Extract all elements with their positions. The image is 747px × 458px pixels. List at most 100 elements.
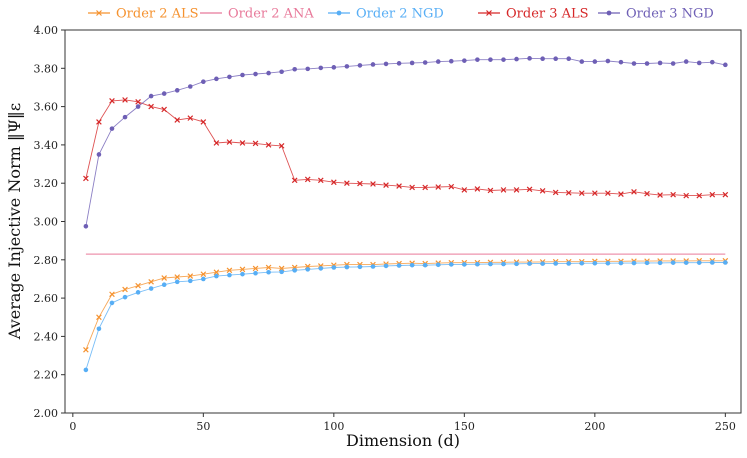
data-point (383, 182, 389, 188)
data-point (709, 260, 715, 265)
data-point (526, 186, 533, 193)
data-point (253, 270, 258, 276)
data-point (174, 274, 181, 280)
data-point (240, 72, 245, 78)
data-point (722, 191, 729, 198)
data-point (265, 264, 272, 271)
data-point (148, 103, 154, 110)
data-point (213, 269, 220, 276)
data-point (565, 189, 572, 196)
data-point (331, 65, 337, 70)
data-point (161, 91, 167, 96)
data-point (514, 261, 519, 267)
data-point (396, 263, 402, 268)
data-point (605, 260, 611, 266)
x-tick-label: 100 (323, 420, 344, 433)
legend-item: Order 3 ALS (478, 7, 589, 22)
data-point (200, 271, 207, 277)
data-point (657, 60, 663, 66)
data-point (370, 264, 376, 269)
data-point (488, 57, 493, 62)
data-point (566, 56, 572, 62)
data-point (670, 260, 676, 265)
data-point (96, 152, 102, 157)
data-point (83, 175, 89, 182)
data-point (344, 64, 350, 69)
data-point (357, 180, 363, 187)
legend: Order 2 ALS Order 2 ANA Order 2 NGD Order 3… (88, 7, 714, 22)
legend-label: Order 2 NGD (356, 7, 444, 22)
data-point (396, 183, 402, 189)
data-point (278, 143, 285, 149)
data-point (253, 71, 258, 77)
data-point (187, 273, 194, 279)
data-point (305, 267, 311, 272)
data-point (618, 260, 624, 266)
data-point (227, 272, 232, 278)
data-point (409, 60, 415, 66)
data-point (683, 260, 689, 265)
data-point (709, 59, 715, 65)
data-point (344, 264, 350, 270)
data-point (422, 262, 428, 268)
data-point (291, 177, 298, 184)
legend-item: Order 3 NGD (598, 7, 714, 22)
data-point (579, 59, 585, 64)
data-point (501, 57, 506, 62)
legend-label: Order 2 ALS (116, 7, 199, 22)
data-point (683, 192, 690, 199)
data-point (631, 260, 637, 266)
legend-item: Order 2 ALS (88, 7, 199, 22)
data-point (135, 290, 141, 295)
data-point (305, 66, 311, 72)
data-point (644, 190, 650, 197)
data-point (331, 179, 337, 186)
data-point (579, 260, 585, 266)
data-point (96, 119, 102, 125)
data-point (605, 190, 611, 196)
data-point (148, 278, 154, 285)
y-tick-label: 2.40 (34, 330, 59, 343)
data-point (448, 183, 455, 190)
data-point (122, 97, 128, 103)
data-point (240, 271, 245, 277)
data-point (239, 266, 246, 273)
data-point (187, 84, 193, 89)
data-point (723, 260, 728, 265)
data-point (696, 260, 702, 265)
data-point (552, 189, 559, 196)
data-point (540, 261, 545, 266)
data-point (409, 184, 415, 191)
data-point (318, 65, 324, 71)
data-point (592, 260, 598, 266)
data-point (317, 177, 324, 184)
y-tick-label: 3.80 (34, 62, 59, 75)
data-point (592, 190, 598, 196)
data-point (213, 140, 220, 146)
y-tick-label: 2.60 (34, 292, 59, 305)
data-point (357, 264, 363, 270)
data-point (109, 300, 115, 306)
data-point (279, 269, 284, 275)
data-point (435, 184, 442, 190)
data-point (475, 57, 480, 62)
data-point (578, 190, 585, 196)
series-line-order-2-als (85, 260, 726, 350)
data-point (487, 187, 494, 194)
x-tick-label: 0 (69, 420, 76, 433)
data-point (122, 294, 128, 300)
y-tick-label: 2.00 (34, 407, 59, 420)
data-point (631, 188, 637, 195)
data-point (161, 106, 168, 113)
data-point (357, 63, 363, 68)
data-point (266, 269, 271, 275)
data-point (83, 223, 89, 229)
data-point (201, 276, 206, 282)
data-point (422, 184, 429, 191)
data-point (226, 139, 233, 145)
data-point (227, 74, 232, 80)
data-point (135, 104, 141, 109)
plot-area (64, 29, 742, 414)
data-point (462, 262, 467, 267)
data-point (396, 61, 402, 66)
